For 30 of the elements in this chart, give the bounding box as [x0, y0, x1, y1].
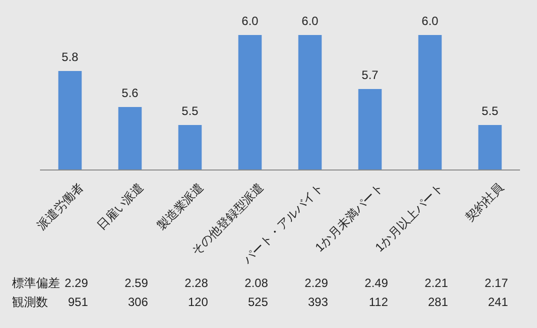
text: 241 — [488, 295, 508, 309]
data-label: 6.0 — [242, 14, 259, 28]
text: 281 — [428, 295, 448, 309]
data-label: 5.6 — [122, 86, 139, 100]
text: 2.28 — [184, 276, 208, 290]
text: 2.29 — [64, 276, 88, 290]
x-tick-label: 契約社員 — [462, 180, 506, 224]
text: 2.29 — [304, 276, 328, 290]
text: 標準偏差 — [12, 276, 60, 290]
data-label: 5.5 — [482, 104, 499, 118]
x-tick-label: 派遣労働者 — [34, 180, 86, 233]
text: 393 — [308, 295, 328, 309]
data-label: 5.8 — [62, 50, 79, 64]
x-tick-label: 日雇い派遣 — [94, 180, 146, 233]
data-label: 6.0 — [422, 14, 439, 28]
data-label: 6.0 — [302, 14, 319, 28]
text: 2.59 — [124, 276, 148, 290]
text: 2.08 — [244, 276, 268, 290]
text: 2.17 — [484, 276, 508, 290]
text: 525 — [248, 295, 268, 309]
data-label: 5.5 — [182, 104, 199, 118]
text: 306 — [128, 295, 148, 309]
x-tick-label: 製造業派遣 — [154, 180, 206, 233]
text: 120 — [188, 295, 208, 309]
text: 2.21 — [424, 276, 448, 290]
text: 2.49 — [364, 276, 388, 290]
text: 観測数 — [12, 295, 48, 309]
data-label: 5.7 — [362, 68, 379, 82]
text: 951 — [68, 295, 88, 309]
text: 112 — [368, 295, 388, 309]
